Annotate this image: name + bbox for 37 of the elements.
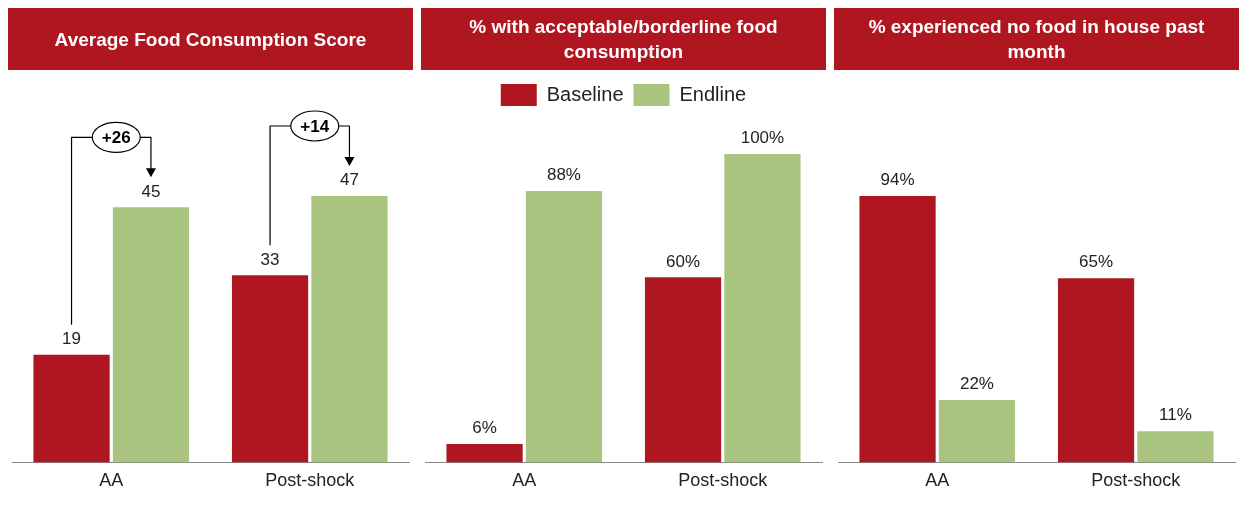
x-tick-label: Post-shock xyxy=(1091,470,1182,491)
bar xyxy=(859,196,936,463)
data-label: 60% xyxy=(666,251,701,271)
data-label: 6% xyxy=(472,418,497,438)
text: +14 xyxy=(300,116,330,136)
x-tick-label: AA xyxy=(512,470,537,491)
bar xyxy=(724,154,801,463)
x-tick-label: Post-shock xyxy=(678,470,769,491)
x-tick-label: AA xyxy=(99,470,124,491)
chart-title: Average Food Consumption Score xyxy=(8,8,413,70)
data-label: 33 xyxy=(260,249,280,269)
bar xyxy=(938,400,1016,463)
data-label: 11% xyxy=(1159,405,1192,425)
bar xyxy=(525,191,603,463)
x-tick-label: Post-shock xyxy=(265,470,356,491)
data-label: 45 xyxy=(141,181,161,201)
chart-title: % experienced no food in house past month xyxy=(834,8,1239,70)
bar xyxy=(1057,278,1135,463)
data-label: 22% xyxy=(959,374,994,394)
bar xyxy=(311,196,388,463)
bar xyxy=(33,354,110,463)
legend-label: Endline xyxy=(679,82,747,105)
text: +26 xyxy=(101,128,131,148)
bar xyxy=(446,443,523,463)
data-label: 47 xyxy=(339,170,359,190)
bar xyxy=(112,207,190,463)
chart-title: % with acceptable/borderline food consumption xyxy=(421,8,826,70)
bar xyxy=(1137,431,1214,463)
bar xyxy=(644,277,722,463)
data-label: 88% xyxy=(546,165,581,185)
bar xyxy=(231,275,309,463)
data-label: 94% xyxy=(880,170,915,190)
legend-label: Baseline xyxy=(546,82,624,105)
data-label: 19 xyxy=(62,328,82,348)
x-tick-label: AA xyxy=(925,470,950,491)
data-label: 100% xyxy=(740,128,785,148)
data-label: 65% xyxy=(1079,252,1114,272)
